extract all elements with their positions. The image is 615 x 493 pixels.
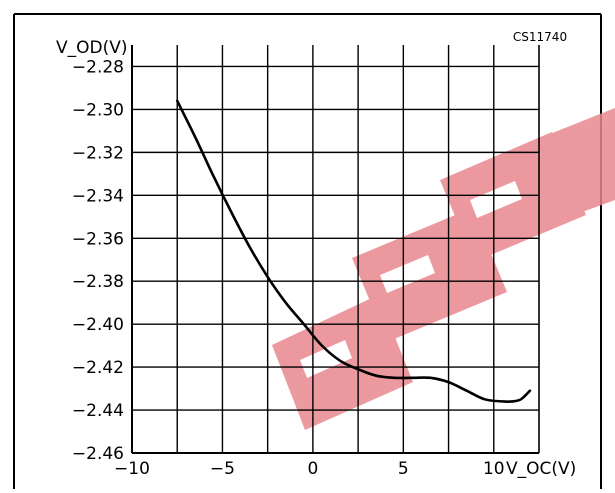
y-tick-label: −2.36 — [72, 229, 124, 249]
y-tick-label: −2.44 — [72, 401, 124, 421]
y-tick-label: −2.38 — [72, 272, 124, 292]
y-tick-label: −2.34 — [72, 186, 124, 206]
y-tick-label: −2.32 — [72, 143, 124, 163]
x-tick-label: 10 — [483, 459, 505, 479]
x-axis-label: V_OC(V) — [506, 459, 576, 479]
x-tick-label: 5 — [398, 459, 409, 479]
y-axis-label: V_OD(V) — [56, 38, 128, 58]
y-tick-label: −2.42 — [72, 358, 124, 378]
figure-code: CS11740 — [513, 30, 567, 44]
y-tick-label: −2.30 — [72, 100, 124, 120]
x-tick-label: 0 — [307, 459, 318, 479]
y-tick-label: −2.28 — [72, 57, 124, 77]
x-tick-label: −10 — [114, 459, 150, 479]
x-tick-label: −5 — [210, 459, 235, 479]
y-tick-label: −2.40 — [72, 315, 124, 335]
